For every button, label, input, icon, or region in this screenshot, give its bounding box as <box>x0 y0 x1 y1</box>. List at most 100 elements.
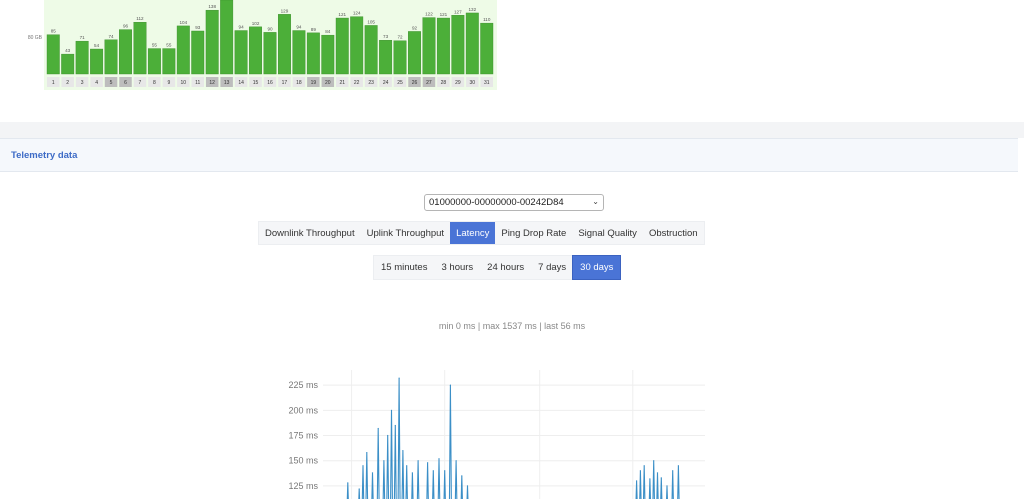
day-cell[interactable] <box>61 77 74 87</box>
usage-bar <box>408 31 421 75</box>
day-cell[interactable] <box>249 77 262 87</box>
day-label: 3 <box>81 80 84 86</box>
bar-value-label: 92 <box>412 25 418 30</box>
bar-value-label: 89 <box>311 27 317 32</box>
usage-bar <box>306 32 320 75</box>
day-cell[interactable] <box>437 77 450 87</box>
day-cell[interactable] <box>119 77 132 87</box>
day-cell[interactable] <box>220 77 233 87</box>
day-cell[interactable] <box>307 77 320 87</box>
latency-point <box>653 460 655 462</box>
day-cell[interactable] <box>90 77 103 87</box>
latency-point <box>427 462 429 464</box>
tab-downlink-throughput[interactable]: Downlink Throughput <box>265 227 355 239</box>
range-15-minutes[interactable]: 15 minutes <box>381 262 428 273</box>
day-cell[interactable] <box>379 77 392 87</box>
day-label: 8 <box>153 80 156 86</box>
bar-value-label: 94 <box>239 25 245 30</box>
day-cell[interactable] <box>364 77 378 87</box>
y-tick-label: 175 ms <box>288 431 318 441</box>
day-cell[interactable] <box>408 77 421 87</box>
latency-point <box>438 458 440 460</box>
bar-value-label: 132 <box>468 7 476 12</box>
range-24-hours[interactable]: 24 hours <box>487 262 525 273</box>
day-cell[interactable] <box>47 77 60 87</box>
y-tick-label: 80 GB <box>28 35 43 41</box>
day-cell[interactable] <box>148 77 161 87</box>
latency-point <box>639 470 641 472</box>
day-cell[interactable] <box>75 77 89 87</box>
latency-point <box>406 465 408 467</box>
day-label: 28 <box>441 80 447 86</box>
day-label: 20 <box>325 80 331 86</box>
day-cell[interactable] <box>466 77 479 87</box>
range-30-days[interactable]: 30 days <box>573 256 621 279</box>
tab-latency[interactable]: Latency <box>450 222 496 244</box>
range-7-days[interactable]: 7 days <box>538 262 567 273</box>
chevron-down-icon: ⌄ <box>592 197 599 206</box>
bar-value-label: 127 <box>454 9 462 14</box>
day-cell[interactable] <box>393 77 407 87</box>
bar-value-label: 96 <box>123 24 129 29</box>
latency-point <box>672 470 674 472</box>
day-label: 4 <box>95 80 98 86</box>
daily-usage-bar-chart: 80 GB85143271354474596611275585591041093… <box>28 0 497 90</box>
usage-bar <box>335 17 349 75</box>
day-cell[interactable] <box>191 77 205 87</box>
usage-bar <box>249 26 263 75</box>
latency-point <box>362 465 364 467</box>
time-range-tabs: 15 minutes 3 hours 24 hours 7 days 30 da… <box>373 255 622 280</box>
day-label: 25 <box>397 80 403 86</box>
day-label: 17 <box>282 80 288 86</box>
day-cell[interactable] <box>205 77 219 87</box>
latency-point <box>666 485 668 487</box>
y-tick-label: 200 ms <box>288 405 318 415</box>
bar-value-label: 112 <box>136 16 144 21</box>
day-cell[interactable] <box>292 77 306 87</box>
bar-value-label: 84 <box>325 29 331 34</box>
day-label: 2 <box>66 80 69 86</box>
latency-point <box>411 472 413 474</box>
day-cell[interactable] <box>133 77 147 87</box>
day-label: 18 <box>296 80 302 86</box>
day-cell[interactable] <box>480 77 494 87</box>
bar-value-label: 94 <box>296 25 302 30</box>
day-label: 12 <box>209 80 215 86</box>
tab-ping-drop-rate[interactable]: Ping Drop Rate <box>501 227 567 239</box>
tab-signal-quality[interactable]: Signal Quality <box>578 227 637 239</box>
day-label: 31 <box>484 80 490 86</box>
day-cell[interactable] <box>162 77 176 87</box>
day-cell[interactable] <box>177 77 190 87</box>
tab-uplink-throughput[interactable]: Uplink Throughput <box>366 227 445 239</box>
usage-bar <box>46 34 60 75</box>
latency-point <box>394 424 396 427</box>
day-cell[interactable] <box>278 77 291 87</box>
bar-value-label: 129 <box>281 8 289 13</box>
day-cell[interactable] <box>263 77 277 87</box>
usage-bar <box>61 53 75 75</box>
usage-bar <box>350 16 364 75</box>
latency-point <box>636 480 638 482</box>
day-cell[interactable] <box>234 77 248 87</box>
telemetry-section-header: Telemetry data <box>0 138 1018 172</box>
usage-bar <box>364 25 378 75</box>
usage-bar <box>104 39 118 75</box>
usage-bar <box>119 29 132 75</box>
day-label: 27 <box>426 80 432 86</box>
day-cell[interactable] <box>104 77 118 87</box>
day-cell[interactable] <box>321 77 335 87</box>
usage-bar <box>480 22 494 75</box>
usage-bar <box>436 17 450 75</box>
day-cell[interactable] <box>422 77 436 87</box>
bar-value-label: 54 <box>94 43 100 48</box>
tab-obstruction[interactable]: Obstruction <box>648 227 698 239</box>
day-cell[interactable] <box>451 77 465 87</box>
day-cell[interactable] <box>336 77 349 87</box>
usage-bar <box>90 48 104 75</box>
latency-point <box>358 488 360 490</box>
day-cell[interactable] <box>350 77 363 87</box>
day-label: 23 <box>368 80 374 86</box>
bar-value-label: 85 <box>51 29 57 34</box>
device-select[interactable]: 01000000-00000000-00242D84 ⌄ <box>424 194 604 211</box>
range-3-hours[interactable]: 3 hours <box>441 262 474 273</box>
